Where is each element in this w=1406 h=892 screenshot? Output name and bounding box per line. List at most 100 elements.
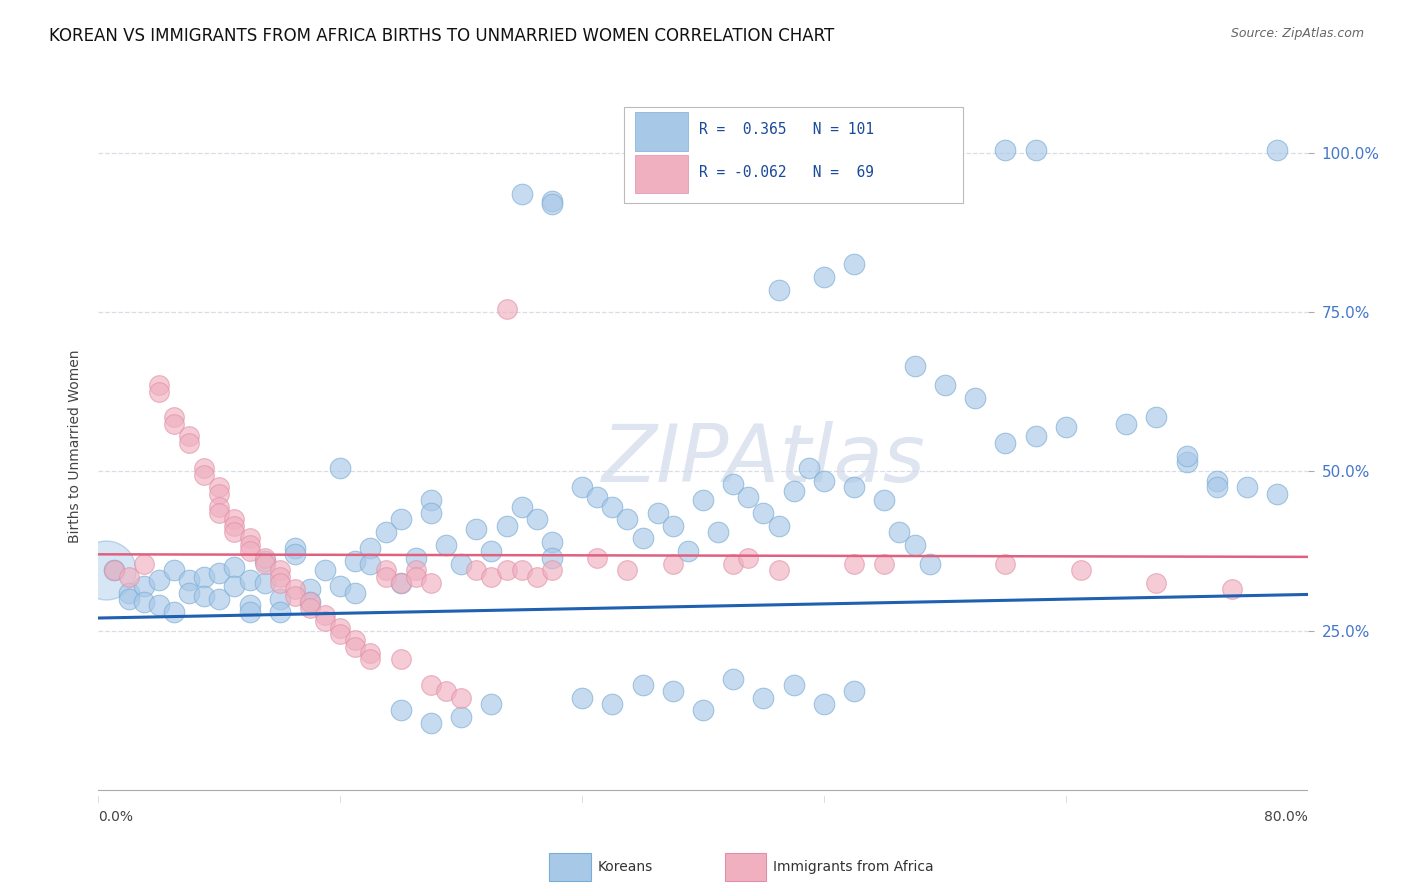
Point (208, 480, 231, 494)
Point (360, 541, 382, 555)
Point (329, 627, 352, 641)
Point (179, 585, 201, 599)
Point (299, 601, 322, 615)
Point (374, 569, 396, 583)
Point (768, 518, 790, 533)
Point (571, 690, 593, 705)
Point (540, 550, 562, 565)
Point (450, 710, 472, 724)
Point (284, 541, 307, 555)
Point (284, 582, 307, 597)
Point (224, 518, 246, 533)
Point (118, 591, 141, 606)
Point (1267, 487, 1289, 501)
Point (179, 573, 201, 587)
Point (224, 524, 246, 539)
Point (631, 678, 654, 692)
Point (193, 569, 215, 583)
Text: ZIPAtlas: ZIPAtlas (602, 421, 925, 500)
Point (540, 534, 562, 549)
Point (208, 500, 231, 514)
Point (253, 557, 276, 571)
Point (661, 557, 683, 571)
Point (269, 576, 291, 591)
Point (510, 563, 533, 577)
Point (269, 563, 291, 577)
Point (299, 595, 322, 609)
Point (1220, 582, 1243, 597)
Point (481, 697, 503, 711)
Text: 0.0%: 0.0% (98, 810, 134, 823)
Point (768, 283, 790, 297)
Point (103, 563, 125, 577)
Point (239, 538, 262, 552)
Point (1025, 143, 1047, 157)
Point (1146, 410, 1168, 425)
Point (239, 532, 262, 546)
Point (510, 500, 533, 514)
Text: R =  0.365   N = 101: R = 0.365 N = 101 (699, 122, 875, 137)
Point (994, 143, 1017, 157)
Point (1267, 143, 1289, 157)
Point (873, 557, 896, 571)
Text: Source: ZipAtlas.com: Source: ZipAtlas.com (1230, 27, 1364, 40)
Point (465, 563, 488, 577)
Point (450, 557, 472, 571)
Point (571, 480, 593, 494)
Point (616, 512, 638, 526)
Point (329, 579, 352, 593)
Point (360, 652, 382, 666)
Point (813, 270, 835, 285)
Point (661, 684, 683, 698)
Point (344, 554, 367, 568)
Text: Koreans: Koreans (598, 860, 652, 874)
Point (224, 579, 246, 593)
Point (526, 569, 548, 583)
Point (692, 493, 714, 508)
Point (239, 605, 262, 619)
Point (329, 621, 352, 635)
Point (374, 524, 396, 539)
Point (163, 417, 186, 431)
Point (844, 557, 866, 571)
Text: 80.0%: 80.0% (1264, 810, 1308, 823)
Point (723, 672, 745, 686)
Point (602, 697, 624, 711)
Point (224, 560, 246, 574)
Point (510, 187, 533, 202)
Point (314, 563, 336, 577)
Point (314, 614, 336, 628)
Point (179, 429, 201, 443)
Point (540, 563, 562, 577)
Point (813, 697, 835, 711)
Point (299, 595, 322, 609)
Point (1054, 420, 1077, 434)
Point (1175, 455, 1198, 469)
Point (481, 569, 503, 583)
Point (284, 547, 307, 561)
Point (797, 461, 820, 475)
Point (994, 435, 1017, 450)
Point (1175, 449, 1198, 463)
Point (540, 197, 562, 211)
Point (389, 652, 412, 666)
Point (269, 569, 291, 583)
Point (1206, 480, 1229, 494)
Point (586, 550, 609, 565)
Point (1070, 563, 1092, 577)
Point (94, 563, 117, 577)
FancyBboxPatch shape (636, 112, 689, 151)
Text: KOREAN VS IMMIGRANTS FROM AFRICA BIRTHS TO UNMARRIED WOMEN CORRELATION CHART: KOREAN VS IMMIGRANTS FROM AFRICA BIRTHS … (49, 27, 834, 45)
Point (344, 633, 367, 648)
FancyBboxPatch shape (636, 155, 689, 194)
Point (344, 640, 367, 654)
FancyBboxPatch shape (550, 854, 591, 880)
Point (389, 703, 412, 717)
Point (783, 678, 806, 692)
Point (889, 524, 911, 539)
Point (208, 487, 231, 501)
Point (481, 544, 503, 558)
Point (647, 506, 669, 520)
Point (148, 599, 170, 613)
Point (420, 716, 443, 731)
